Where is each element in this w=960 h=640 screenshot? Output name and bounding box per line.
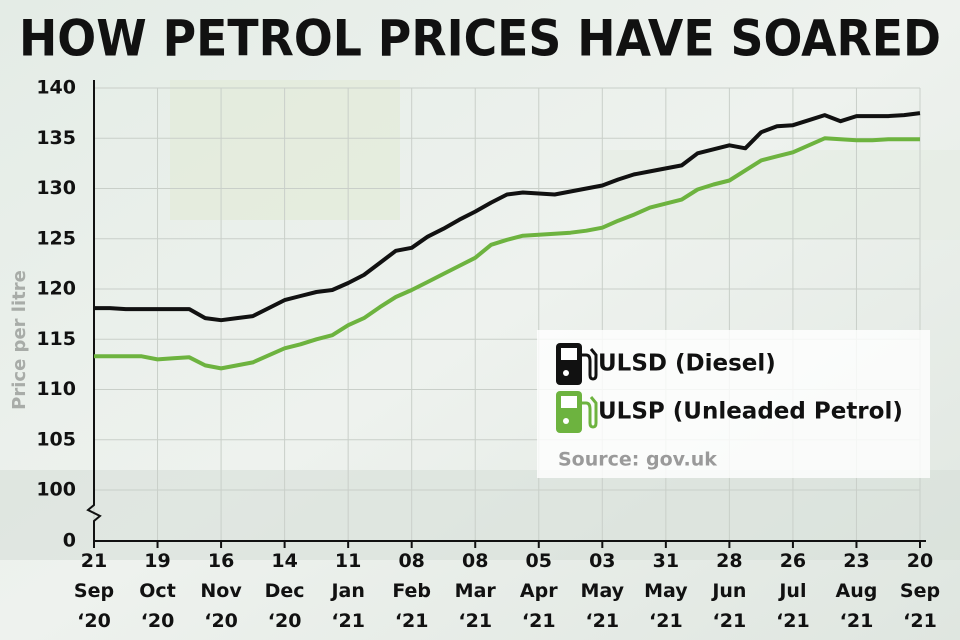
x-tick-label-line: ‘20 xyxy=(77,610,111,632)
x-tick-label-line: Jul xyxy=(777,580,806,602)
series-line xyxy=(94,136,920,371)
x-tick-label: 31 May ‘21 xyxy=(644,550,688,632)
x-tick-label-line: Jan xyxy=(329,580,364,602)
x-tick-label-line: Aug xyxy=(836,580,878,602)
y-axis-label: Price per litre xyxy=(9,270,30,410)
x-tick-label-line: Mar xyxy=(455,580,497,602)
legend-label: ULSP (Unleaded Petrol) xyxy=(598,399,903,425)
x-tick-label-line: ‘21 xyxy=(458,610,492,632)
pump-window xyxy=(561,396,577,408)
x-tick-label-line: ‘21 xyxy=(395,610,429,632)
pump-hose xyxy=(582,348,598,381)
series-line xyxy=(94,111,921,323)
legend-label: ULSD (Diesel) xyxy=(598,351,776,377)
x-tick-label-line: Oct xyxy=(139,580,176,602)
pump-hose xyxy=(582,396,598,429)
x-tick-label-line: Dec xyxy=(265,580,305,602)
x-tick-label: 28 Jun ‘21 xyxy=(710,550,746,632)
y-tick-label: 140 xyxy=(36,77,76,99)
x-tick-label: 20 Sep ‘21 xyxy=(900,550,940,632)
backdrop-shape xyxy=(600,150,960,240)
pump-dot xyxy=(563,418,569,424)
x-tick-label-line: 05 xyxy=(526,550,552,572)
x-tick-label-line: 11 xyxy=(335,550,361,572)
x-tick-label-line: Jun xyxy=(710,580,746,602)
y-tick-label: 115 xyxy=(36,328,76,350)
x-tick-label: 14 Dec ‘20 xyxy=(265,550,305,632)
x-tick-label-line: ‘21 xyxy=(713,610,747,632)
x-tick-label-line: ‘21 xyxy=(331,610,365,632)
x-tick-label: 03 May ‘21 xyxy=(581,550,625,632)
x-tick-label-line: Feb xyxy=(392,580,431,602)
x-tick-label-line: 08 xyxy=(398,550,424,572)
y-tick-label: 125 xyxy=(36,227,76,249)
x-tick-label: 21 Sep ‘20 xyxy=(74,550,114,632)
x-tick-label-line: ‘21 xyxy=(903,610,937,632)
x-tick-label: 19 Oct ‘20 xyxy=(139,550,176,632)
x-tick-label-line: 03 xyxy=(589,550,615,572)
x-tick-label-line: 26 xyxy=(780,550,806,572)
y-tick-label: 100 xyxy=(36,479,76,501)
y-tick-label: 105 xyxy=(36,428,76,450)
y-tick-label: 135 xyxy=(36,127,76,149)
legend-box xyxy=(537,330,930,478)
backdrop-shape xyxy=(0,470,960,560)
x-tick-label-line: 08 xyxy=(462,550,488,572)
x-tick-label: 16 Nov ‘20 xyxy=(200,550,242,632)
x-tick-label-line: ‘20 xyxy=(204,610,238,632)
x-tick-label-line: May xyxy=(644,580,688,602)
x-tick-label: 08 Feb ‘21 xyxy=(392,550,431,632)
source-note: Source: gov.uk xyxy=(558,449,717,471)
y-tick-label: 110 xyxy=(36,378,76,400)
x-tick-label-line: ‘21 xyxy=(840,610,874,632)
x-tick-label-line: ‘20 xyxy=(141,610,175,632)
chart-title: HOW PETROL PRICES HAVE SOARED xyxy=(19,10,941,68)
x-tick-label: 11 Jan ‘21 xyxy=(329,550,365,632)
x-tick-label: 08 Mar ‘21 xyxy=(455,550,497,632)
x-tick-label: 26 Jul ‘21 xyxy=(776,550,810,632)
y-tick-label: 120 xyxy=(36,278,76,300)
x-tick-label-line: ‘21 xyxy=(585,610,619,632)
x-tick-label-line: ‘21 xyxy=(649,610,683,632)
x-tick-label-line: ‘21 xyxy=(776,610,810,632)
x-tick-label-line: Apr xyxy=(520,580,558,602)
y-axis xyxy=(86,80,102,541)
legend-icon xyxy=(556,391,598,433)
x-tick-label-line: ‘20 xyxy=(268,610,302,632)
x-tick-label-line: 23 xyxy=(843,550,869,572)
x-tick-label-line: 20 xyxy=(907,550,933,572)
x-tick-label-line: Nov xyxy=(200,580,242,602)
x-tick-label-line: Sep xyxy=(74,580,114,602)
x-tick-label-line: 14 xyxy=(271,550,297,572)
x-tick-label-line: 21 xyxy=(81,550,107,572)
pump-window xyxy=(561,348,577,360)
x-tick-label-line: 31 xyxy=(653,550,679,572)
x-tick-label-line: May xyxy=(581,580,625,602)
y-tick-label: 0 xyxy=(63,530,76,552)
x-tick-label-line: ‘21 xyxy=(522,610,556,632)
x-tick-label-line: 16 xyxy=(208,550,234,572)
x-tick-label-line: Sep xyxy=(900,580,940,602)
x-tick-label-line: 28 xyxy=(716,550,742,572)
x-tick-label: 05 Apr ‘21 xyxy=(520,550,558,632)
pump-dot xyxy=(563,370,569,376)
y-tick-label: 130 xyxy=(36,177,76,199)
x-tick-label-line: 19 xyxy=(144,550,170,572)
legend-icon xyxy=(556,343,598,385)
x-tick-label: 23 Aug ‘21 xyxy=(836,550,878,632)
